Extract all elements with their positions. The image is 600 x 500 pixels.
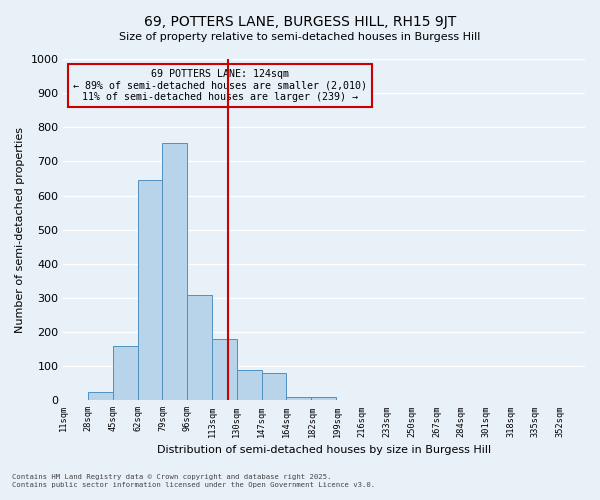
Bar — [138, 180, 163, 400]
Text: 69, POTTERS LANE, BURGESS HILL, RH15 9JT: 69, POTTERS LANE, BURGESS HILL, RH15 9JT — [144, 15, 456, 29]
Bar — [88, 392, 113, 400]
Bar — [163, 142, 187, 400]
Bar — [113, 346, 138, 401]
Bar — [286, 397, 311, 400]
X-axis label: Distribution of semi-detached houses by size in Burgess Hill: Distribution of semi-detached houses by … — [157, 445, 491, 455]
Bar — [237, 370, 262, 400]
Bar — [262, 373, 286, 400]
Bar — [187, 294, 212, 401]
Text: Size of property relative to semi-detached houses in Burgess Hill: Size of property relative to semi-detach… — [119, 32, 481, 42]
Bar — [311, 397, 336, 400]
Y-axis label: Number of semi-detached properties: Number of semi-detached properties — [15, 126, 25, 332]
Bar — [212, 339, 237, 400]
Text: 69 POTTERS LANE: 124sqm
← 89% of semi-detached houses are smaller (2,010)
11% of: 69 POTTERS LANE: 124sqm ← 89% of semi-de… — [73, 69, 367, 102]
Text: Contains HM Land Registry data © Crown copyright and database right 2025.
Contai: Contains HM Land Registry data © Crown c… — [12, 474, 375, 488]
